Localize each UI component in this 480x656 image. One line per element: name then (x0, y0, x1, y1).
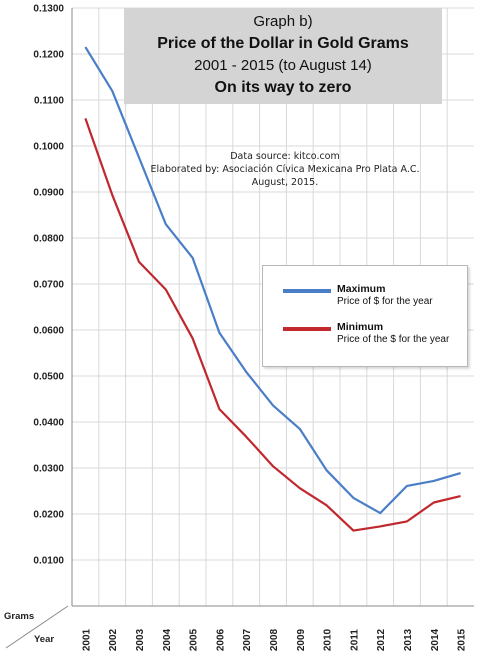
y-unit-label: Grams (4, 611, 35, 622)
source-line-2: Elaborated by: Asociación Cívica Mexican… (150, 164, 420, 175)
y-tick-label: 0.0200 (33, 510, 64, 521)
source-line-3: August, 2015. (251, 177, 319, 188)
x-unit-label: Year (34, 634, 55, 645)
x-tick-label: 2005 (189, 628, 200, 651)
y-tick-label: 0.0400 (33, 418, 64, 429)
x-tick-label: 2004 (162, 628, 173, 651)
chart-legend: Maximum Price of $ for the year Minimum … (262, 265, 468, 367)
x-tick-label: 2002 (108, 628, 119, 651)
legend-name-minimum: Minimum (337, 321, 384, 333)
x-tick-label: 2007 (242, 628, 253, 651)
x-tick-label: 2015 (457, 628, 468, 651)
chart-title-line-4: On its way to zero (214, 79, 352, 96)
legend-swatch-maximum (283, 289, 331, 293)
source-note: Data source: kitco.com Elaborated by: As… (120, 150, 450, 189)
series-line-maximum (84, 46, 461, 515)
x-tick-label: 2014 (430, 628, 441, 651)
chart-title-line-2: Price of the Dollar in Gold Grams (157, 35, 409, 52)
source-line-1: Data source: kitco.com (230, 151, 340, 162)
legend-desc-maximum: Price of $ for the year (337, 296, 433, 307)
x-tick-label: 2001 (81, 628, 92, 651)
chart-title-line-3: 2001 - 2015 (to August 14) (194, 57, 372, 74)
y-tick-label: 0.1300 (33, 4, 64, 15)
x-tick-label: 2006 (215, 628, 226, 651)
y-tick-label: 0.0600 (33, 326, 64, 337)
x-tick-label: 2003 (135, 628, 146, 651)
legend-swatch-minimum (283, 327, 331, 331)
x-tick-label: 2009 (296, 628, 307, 651)
y-tick-label: 0.1200 (33, 50, 64, 61)
y-tick-label: 0.0900 (33, 188, 64, 199)
legend-item-minimum: Minimum Price of the $ for the year (283, 321, 463, 351)
legend-desc-minimum: Price of the $ for the year (337, 334, 450, 345)
x-tick-label: 2011 (349, 629, 360, 651)
y-tick-label: 0.0700 (33, 280, 64, 291)
y-tick-label: 0.0100 (33, 556, 64, 567)
legend-name-maximum: Maximum (337, 283, 386, 295)
x-tick-label: 2010 (323, 628, 334, 651)
axis-corner-diagonal (5, 605, 69, 649)
chart-title-box: Graph b) Price of the Dollar in Gold Gra… (124, 8, 442, 104)
y-tick-label: 0.1000 (33, 142, 64, 153)
y-tick-label: 0.0300 (33, 464, 64, 475)
legend-item-maximum: Maximum Price of $ for the year (283, 283, 463, 313)
x-tick-label: 2012 (376, 628, 387, 651)
x-tick-label: 2008 (269, 628, 280, 651)
chart-title-line-1: Graph b) (253, 13, 313, 30)
x-tick-label: 2013 (403, 628, 414, 651)
series-line-minimum (84, 118, 461, 532)
y-tick-label: 0.0500 (33, 372, 64, 383)
y-tick-label: 0.0800 (33, 234, 64, 245)
y-tick-label: 0.1100 (34, 96, 64, 107)
